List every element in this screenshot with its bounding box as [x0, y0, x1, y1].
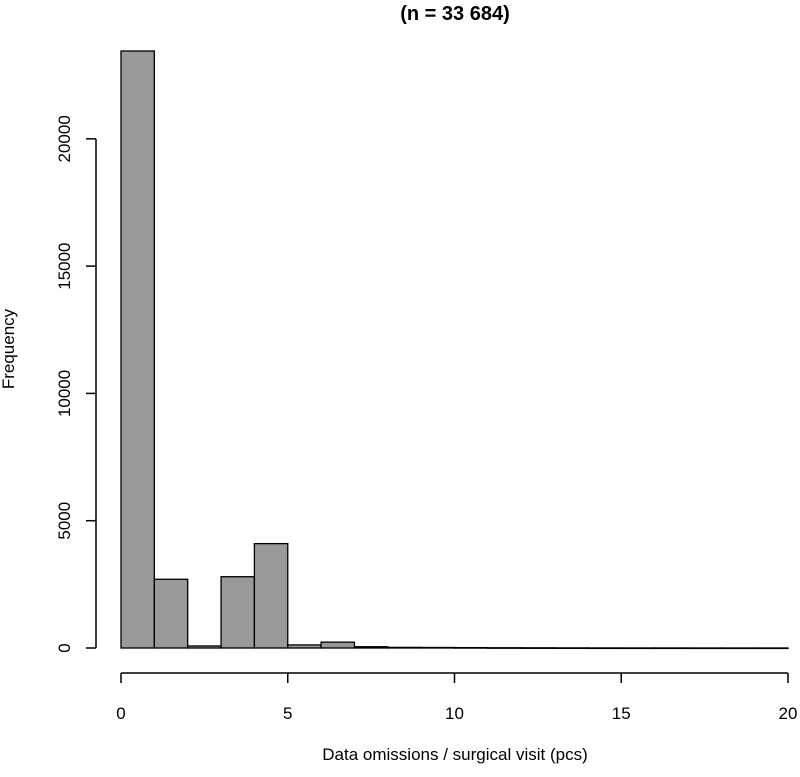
x-tick-label: 10	[445, 704, 464, 723]
y-axis: 0 5000 10000 15000 20000	[55, 115, 97, 653]
histogram-bar	[687, 647, 722, 650]
histogram-bar	[587, 647, 622, 650]
histogram-bar	[553, 647, 589, 650]
histogram-bar	[220, 576, 256, 649]
y-axis-label: Frequency	[0, 308, 18, 389]
x-tick-label: 0	[116, 704, 125, 723]
histogram-bar	[187, 645, 222, 649]
y-tick-label: 0	[55, 643, 74, 652]
histogram-bar	[720, 647, 756, 650]
x-tick-label: 15	[612, 704, 631, 723]
y-tick-label: 20000	[55, 115, 74, 162]
histogram-bar	[487, 647, 522, 649]
x-tick-label: 20	[779, 704, 798, 723]
histogram-bar	[253, 542, 289, 649]
histogram-bar	[420, 646, 456, 649]
histogram-bar	[353, 646, 389, 649]
y-tick-label: 5000	[55, 502, 74, 540]
histogram-bar	[153, 578, 189, 649]
histogram-bar	[453, 646, 489, 649]
histogram-bar	[620, 647, 656, 650]
histogram-bar	[653, 647, 689, 650]
x-axis: 0 5 10 15 20	[116, 672, 798, 723]
x-tick-label: 5	[283, 704, 292, 723]
histogram-bar	[320, 641, 356, 649]
y-tick-label: 10000	[55, 370, 74, 417]
histogram-bar	[120, 50, 155, 649]
histogram-bar	[754, 647, 789, 650]
histogram-bar	[387, 646, 422, 649]
histogram-bar	[520, 647, 556, 649]
y-tick-label: 15000	[55, 242, 74, 289]
bars-group	[120, 50, 789, 650]
x-axis-label: Data omissions / surgical visit (pcs)	[322, 745, 587, 764]
histogram-bar	[287, 644, 322, 649]
chart-title: (n = 33 684)	[400, 3, 510, 25]
